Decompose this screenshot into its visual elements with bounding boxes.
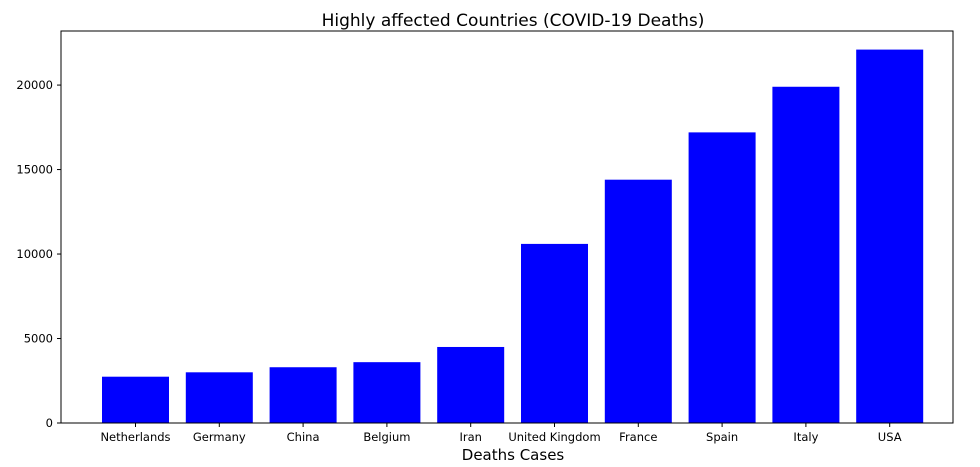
x-tick-label: Belgium xyxy=(363,430,410,444)
bar-france xyxy=(604,179,672,423)
bar-germany xyxy=(185,372,253,423)
y-tick-label: 0 xyxy=(46,416,53,430)
bar-belgium xyxy=(353,362,421,423)
x-tick-label: Spain xyxy=(706,430,738,444)
y-tick-label: 15000 xyxy=(16,163,53,177)
y-tick-label: 10000 xyxy=(16,247,53,261)
bar-china xyxy=(269,367,337,423)
y-tick-label: 20000 xyxy=(16,78,53,92)
bars-layer xyxy=(102,49,924,424)
x-tick-label: United Kingdom xyxy=(508,430,600,444)
x-tick-label: USA xyxy=(878,430,902,444)
x-tick-label: Netherlands xyxy=(100,430,170,444)
bar-united-kingdom xyxy=(521,243,588,423)
x-tick-label: Germany xyxy=(193,430,246,444)
bar-spain xyxy=(688,132,756,423)
y-tick-label: 5000 xyxy=(24,332,53,346)
bar-iran xyxy=(437,346,505,423)
bar-usa xyxy=(856,49,924,424)
bar-netherlands xyxy=(102,376,169,423)
plot-area-frame xyxy=(60,30,954,424)
x-tick-label: France xyxy=(619,430,657,444)
y-axis-ticks: 0 5000 10000 15000 20000 xyxy=(16,78,61,430)
chart-title: Highly affected Countries (COVID-19 Deat… xyxy=(322,11,705,31)
x-tick-label: China xyxy=(287,430,320,444)
x-axis-label: Deaths Cases xyxy=(462,446,565,464)
x-tick-label: Iran xyxy=(459,430,481,444)
x-tick-label: Italy xyxy=(793,430,818,444)
bar-italy xyxy=(772,86,840,423)
x-axis-ticks: Netherlands Germany China Belgium Iran United… xyxy=(100,423,902,444)
